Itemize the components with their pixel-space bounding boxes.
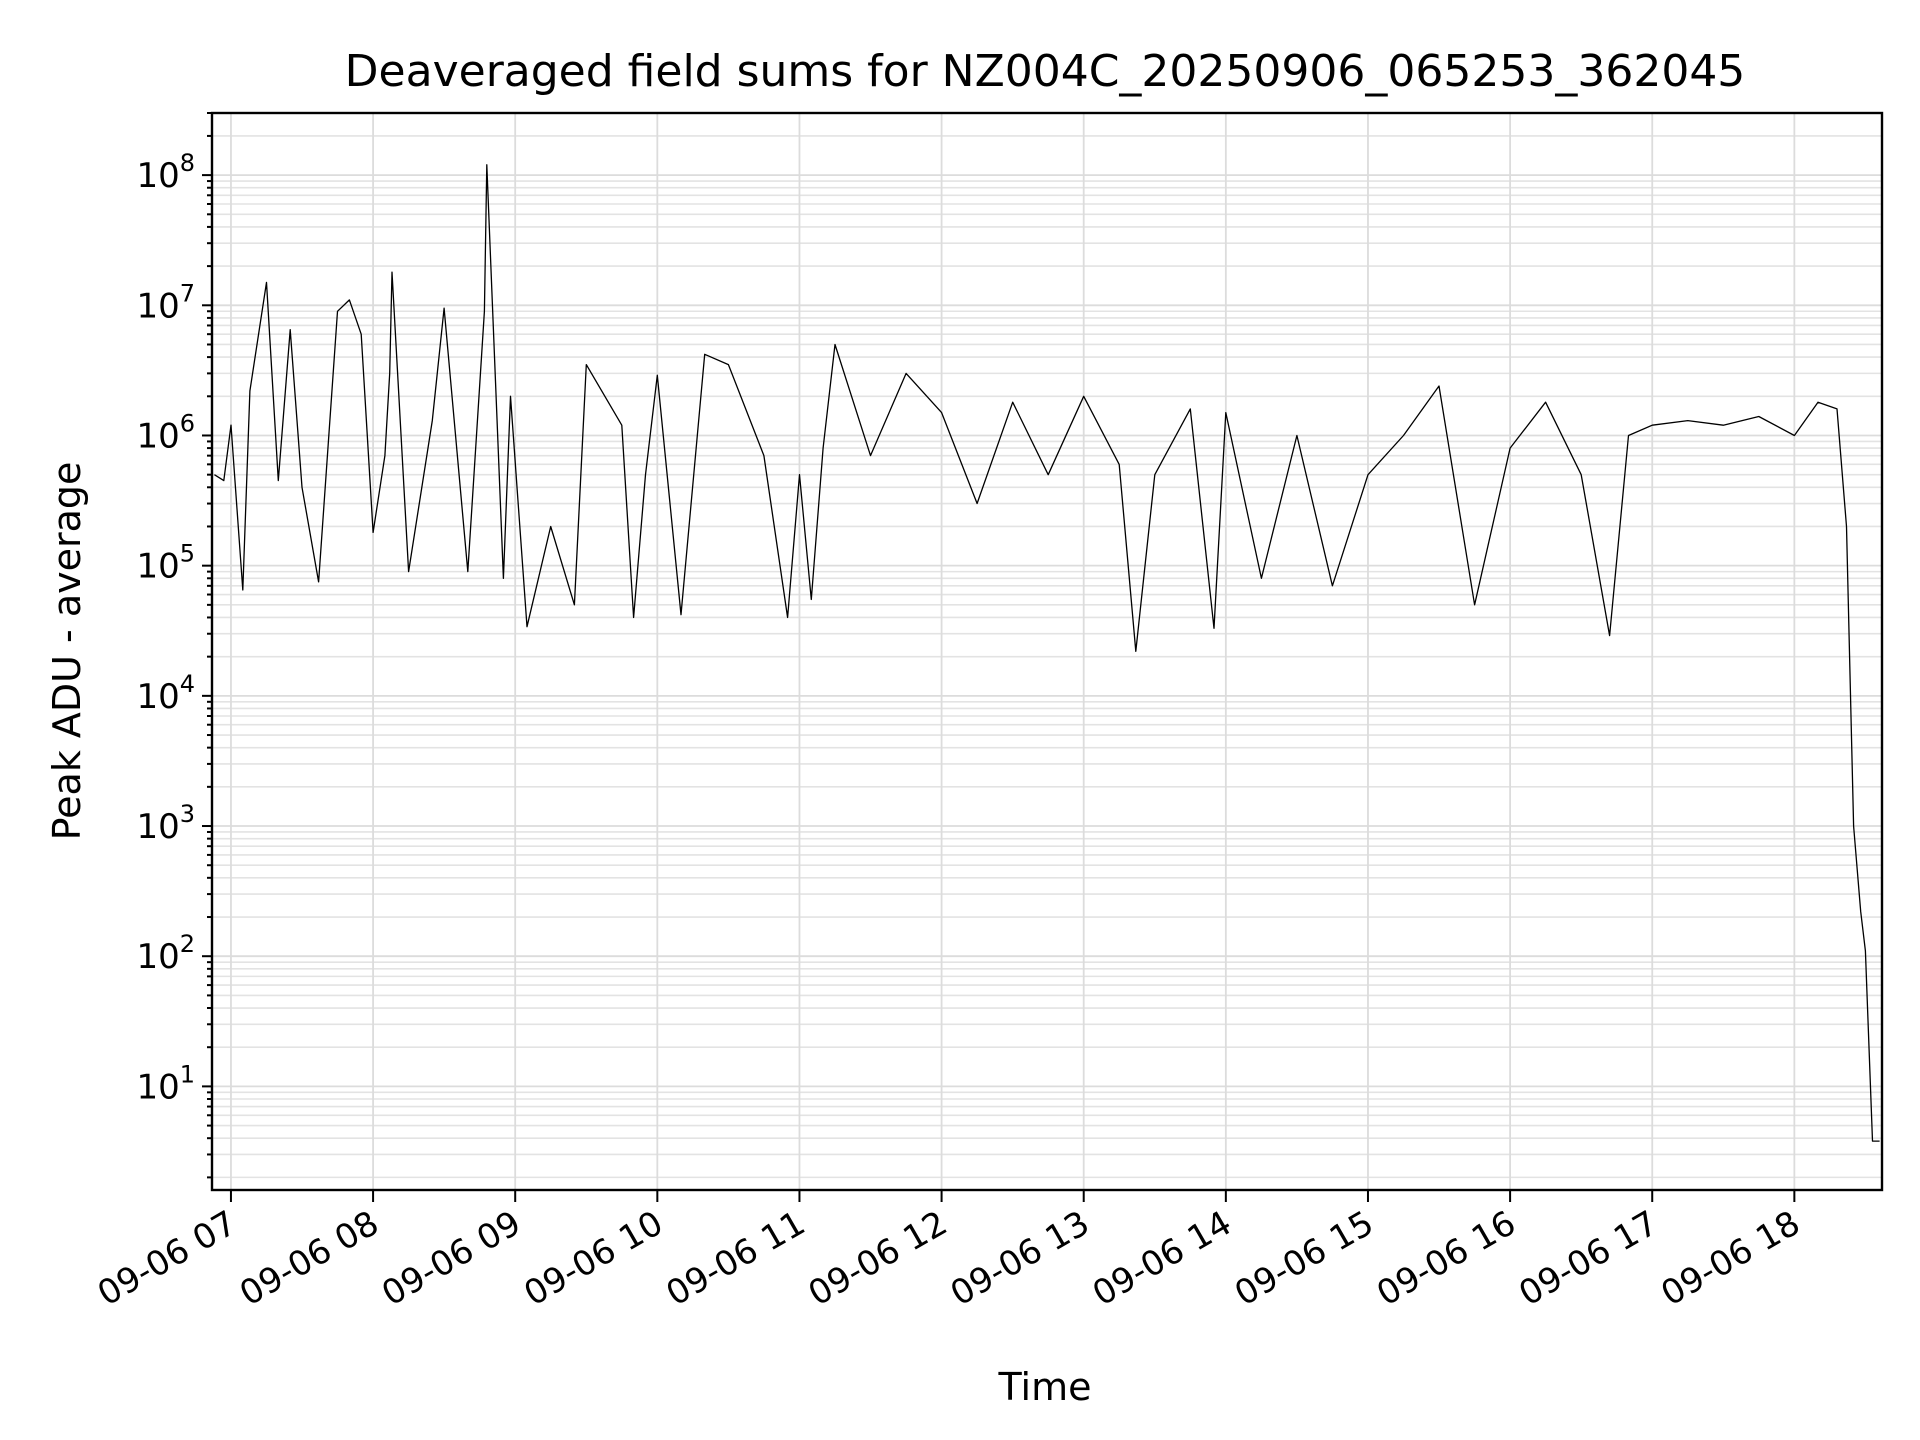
y-tick-label: 106: [136, 409, 195, 456]
chart-title: Deaveraged field sums for NZ004C_2025090…: [345, 46, 1746, 97]
y-tick-label: 103: [136, 800, 195, 847]
y-tick-label: 105: [136, 540, 195, 587]
y-tick-label: 108: [136, 149, 195, 196]
y-tick-label: 104: [136, 670, 195, 717]
grid-layer: [212, 112, 1882, 1190]
x-axis-label: Time: [998, 1365, 1092, 1409]
y-axis-label: Peak ADU - average: [45, 462, 89, 841]
y-axis-ticks: 101 102 103 104 105 106 107 108: [136, 112, 212, 1179]
series-line: [214, 164, 1880, 1142]
y-tick-label: 102: [136, 930, 195, 977]
series-layer: [214, 164, 1880, 1142]
y-tick-label: 107: [136, 279, 195, 326]
plot-frame: [210, 111, 1884, 1192]
y-tick-label: 101: [136, 1060, 195, 1107]
